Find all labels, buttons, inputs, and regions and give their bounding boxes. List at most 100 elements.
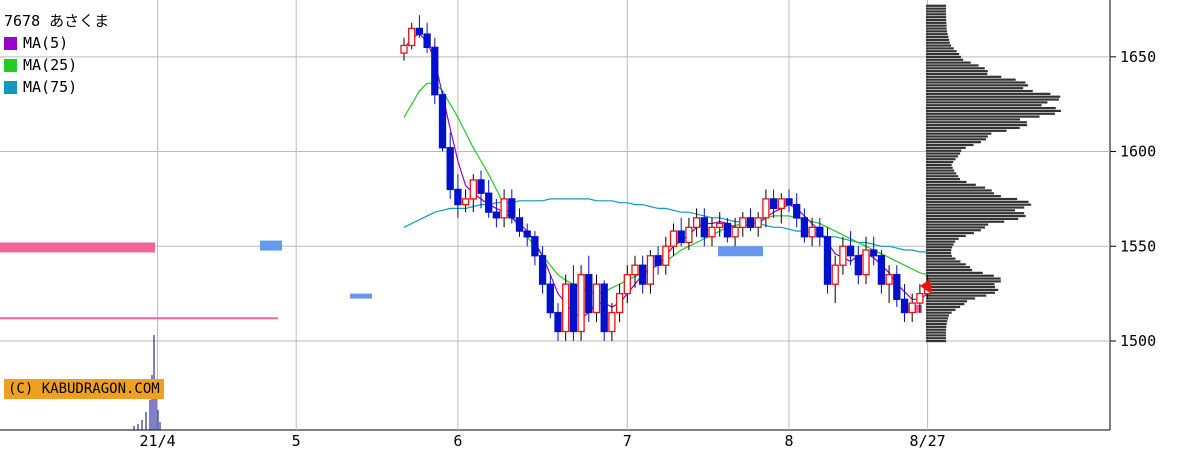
candle-body <box>823 236 832 285</box>
profile-bar <box>926 10 947 13</box>
profile-bar <box>926 47 954 50</box>
legend-label-ma75: MA(75) <box>23 78 78 96</box>
band-blue-3 <box>718 246 763 257</box>
candle-body <box>854 255 862 276</box>
profile-bar <box>926 305 961 309</box>
candle-body <box>569 283 578 333</box>
candle-body <box>654 255 662 266</box>
profile-bar <box>926 277 1001 280</box>
legend-item-ma75: MA(75) <box>4 76 109 98</box>
profile-bar <box>926 189 992 192</box>
profile-bar <box>926 64 979 67</box>
profile-bar <box>926 178 961 181</box>
x-tick-label: 8 <box>784 432 793 450</box>
candle-body <box>769 198 778 210</box>
candle-body <box>816 226 824 238</box>
profile-bar <box>926 98 1059 101</box>
profile-bar <box>926 106 1056 110</box>
volume-profile <box>926 4 1061 343</box>
ma75-swatch <box>4 80 17 94</box>
candle-body <box>608 311 616 333</box>
candle-body <box>492 211 501 219</box>
profile-bar <box>926 27 947 30</box>
range-bands <box>0 240 922 320</box>
profile-bar <box>926 163 952 167</box>
profile-bar <box>926 44 952 47</box>
candle-body <box>685 226 693 244</box>
candle-body <box>585 274 593 314</box>
profile-bar <box>926 160 954 164</box>
profile-bar <box>926 220 1005 223</box>
profile-bar <box>926 152 961 155</box>
candle-body <box>446 147 454 191</box>
candle-body <box>592 283 601 314</box>
profile-bar <box>926 92 1051 95</box>
ma5-swatch <box>4 36 17 50</box>
profile-bar <box>926 334 947 337</box>
profile-bar <box>926 260 961 263</box>
profile-bar <box>926 169 955 172</box>
profile-bar <box>926 13 947 16</box>
x-tick-label: 7 <box>623 432 632 450</box>
profile-bar <box>926 243 954 246</box>
profile-bar <box>926 212 1025 215</box>
profile-bar <box>926 200 1029 203</box>
profile-bar <box>926 300 968 303</box>
profile-bar <box>926 183 976 186</box>
candle-body <box>723 222 732 238</box>
profile-bar <box>926 294 987 297</box>
profile-bar <box>926 320 948 323</box>
x-tick-label: 21/4 <box>140 432 176 450</box>
candle-body <box>746 217 755 228</box>
chart-title-row: 7678 あさくま <box>4 10 109 32</box>
candle-body <box>438 94 447 149</box>
profile-bar <box>926 35 949 39</box>
candle-body <box>508 198 516 219</box>
profile-bar <box>926 180 967 184</box>
last-price-marker <box>920 279 930 293</box>
y-axis-ticks: 1500 1550 1600 1650 <box>1110 48 1156 350</box>
candle-body <box>538 255 547 285</box>
candle-body <box>808 226 816 238</box>
profile-bar <box>926 308 956 311</box>
profile-bar <box>926 217 1019 220</box>
profile-bar <box>926 311 952 314</box>
profile-bar <box>926 303 965 306</box>
x-tick-label: 5 <box>292 432 301 450</box>
profile-bar <box>926 129 1007 132</box>
profile-bar <box>926 280 1001 283</box>
profile-bar <box>926 257 956 260</box>
x-tick-label: 6 <box>453 432 462 450</box>
profile-bar <box>926 115 1040 118</box>
profile-bar <box>926 81 1026 84</box>
candle-body <box>762 198 770 219</box>
profile-bar <box>926 234 966 238</box>
candle-body <box>577 274 585 333</box>
band-pink-left <box>0 242 155 253</box>
profile-bar <box>926 240 956 243</box>
profile-bar <box>926 104 1042 107</box>
x-axis-ticks: 21/4 5 6 7 8 8/27 <box>140 432 946 450</box>
candle-body <box>908 302 916 314</box>
profile-bar <box>926 75 1002 78</box>
candle-body <box>831 264 839 285</box>
profile-bar <box>926 61 971 64</box>
candle-body <box>523 230 531 238</box>
profile-bar <box>926 78 1016 81</box>
candle-body <box>531 236 539 257</box>
profile-bar <box>926 121 1027 124</box>
candle-body <box>893 274 901 300</box>
profile-bar <box>926 206 1025 209</box>
profile-bar <box>926 192 994 195</box>
chart-title: 7678 あさくま <box>4 12 110 30</box>
candle-body <box>862 249 870 276</box>
profile-bar <box>926 50 957 53</box>
profile-bar <box>926 118 1021 121</box>
candle-body <box>777 198 785 210</box>
profile-bar <box>926 249 952 252</box>
candle-body <box>846 245 855 257</box>
candle-body <box>900 298 909 314</box>
profile-bar <box>926 58 964 61</box>
profile-bar <box>926 16 947 19</box>
profile-bar <box>926 322 947 326</box>
